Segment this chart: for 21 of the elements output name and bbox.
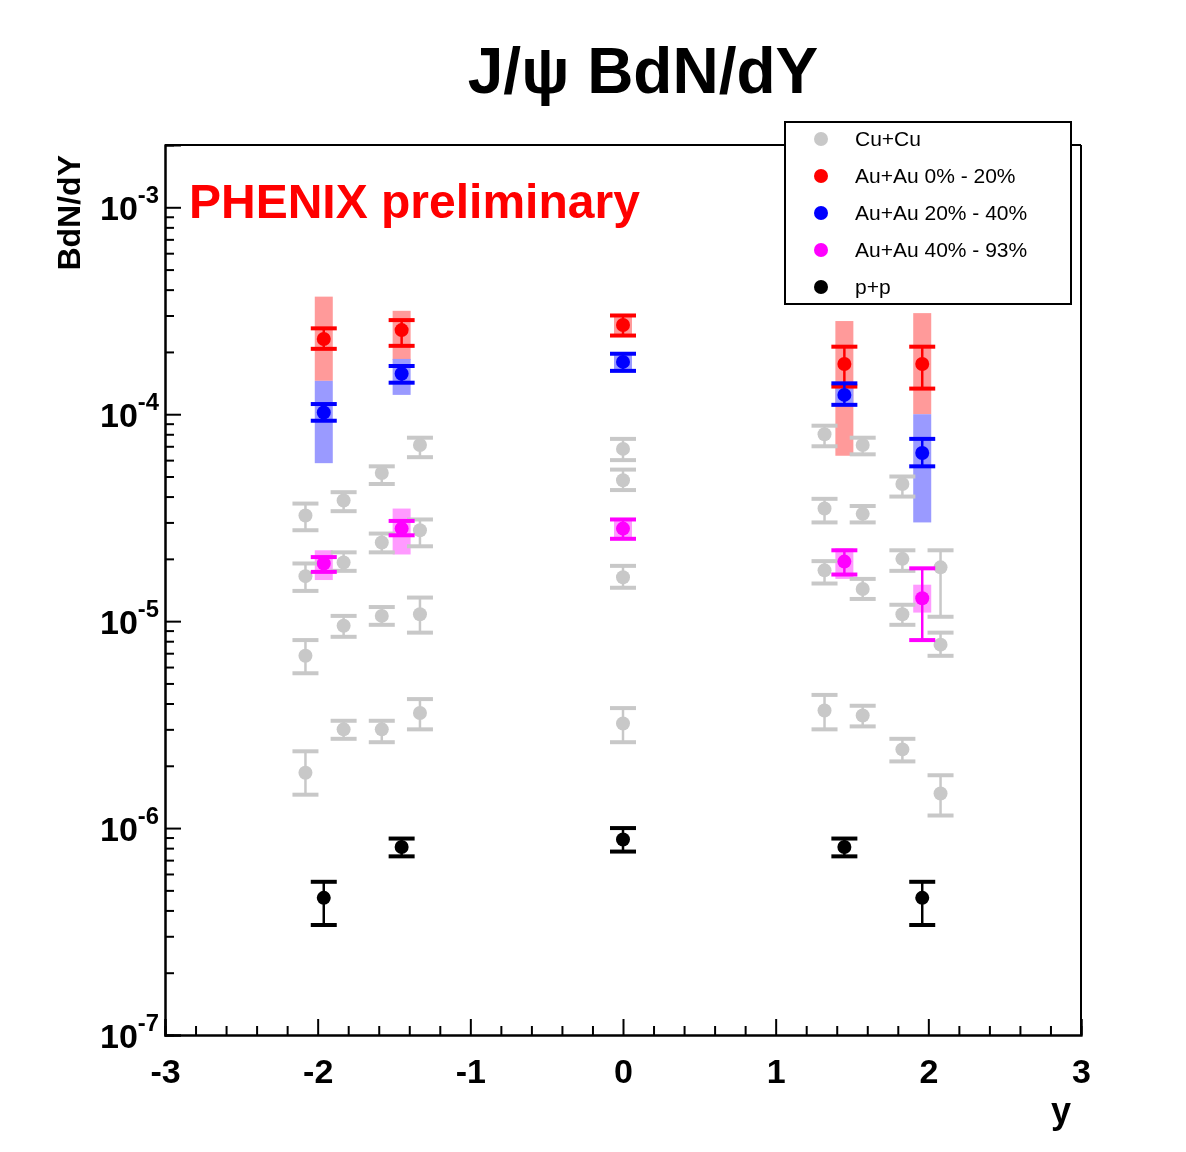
- x-tick-label: -1: [455, 1052, 486, 1091]
- y-axis-title: BdN/dY: [51, 155, 87, 271]
- x-tick-label: -3: [150, 1052, 181, 1091]
- y-tick-label: 10$^{-4}$: [100, 387, 160, 434]
- x-tick-label: -2: [303, 1052, 334, 1091]
- legend-label: Au+Au 0% - 20%: [855, 164, 1016, 187]
- legend-label: p+p: [855, 275, 891, 298]
- y-tick-label: 10$^{-7}$: [100, 1008, 159, 1055]
- x-tick-label: 3: [1072, 1052, 1091, 1091]
- legend-label: Au+Au 20% - 40%: [855, 201, 1028, 224]
- x-tick-label: 0: [614, 1052, 633, 1091]
- legend-label: Cu+Cu: [855, 127, 921, 150]
- y-tick-label: 10$^{-3}$: [100, 180, 159, 227]
- y-tick-label: 10$^{-6}$: [100, 801, 159, 848]
- legend-label: Au+Au 40% - 93%: [855, 238, 1028, 261]
- x-tick-label: 1: [766, 1052, 786, 1091]
- x-tick-label: 2: [919, 1052, 939, 1091]
- x-axis-title: y: [1050, 1090, 1071, 1131]
- y-tick-label: 10$^{-5}$: [100, 594, 159, 641]
- chart-title: J/ψ BdN/dY: [467, 35, 819, 107]
- annotation: PHENIX preliminary: [189, 175, 641, 228]
